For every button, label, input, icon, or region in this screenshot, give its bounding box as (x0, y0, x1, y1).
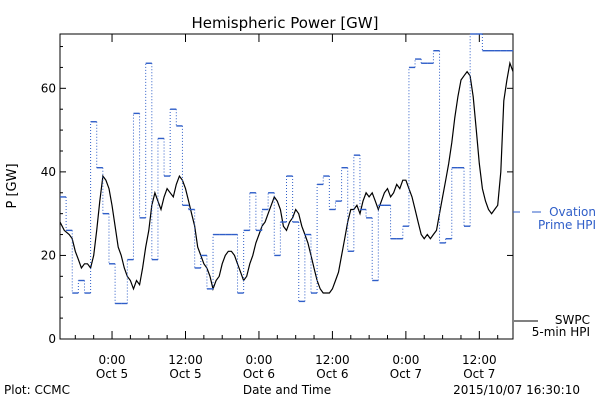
series-layer (59, 33, 514, 305)
y-tick-label: 20 (41, 248, 56, 262)
x-tick-date: Oct 5 (169, 367, 201, 381)
y-axis-label: P [GW] (5, 163, 20, 208)
y-tick-label: 0 (48, 332, 56, 346)
x-tick-time: 0:00 (392, 353, 419, 367)
legend-ovation-label: Ovation (549, 205, 596, 219)
x-tick-date: Oct 7 (390, 367, 422, 381)
x-tick-date: Oct 7 (463, 367, 495, 381)
y-axis-ticks: 0 20 40 60 (41, 46, 513, 346)
x-tick-time: 0:00 (245, 353, 272, 367)
y-tick-label: 40 (41, 165, 56, 179)
x-tick-date: Oct 6 (316, 367, 348, 381)
legend-swpc-label: 5-min HPI (532, 325, 590, 339)
y-tick-label: 60 (41, 81, 56, 95)
plot-credit: Plot: CCMC (4, 383, 70, 397)
swpc-hpi-line (59, 60, 514, 294)
legend-ovation-label: Prime HPI (538, 218, 596, 232)
x-tick-date: Oct 6 (243, 367, 275, 381)
x-tick-time: 12:00 (315, 353, 350, 367)
legend-swpc-label: SWPC (555, 313, 590, 327)
x-axis-label: Date and Time (243, 383, 331, 397)
x-tick-time: 12:00 (168, 353, 203, 367)
plot-frame (59, 33, 514, 340)
x-tick-date: Oct 5 (96, 367, 128, 381)
x-tick-time: 12:00 (462, 353, 497, 367)
timestamp: 2015/10/07 16:30:10 (453, 383, 580, 397)
chart-title: Hemispheric Power [GW] (192, 14, 379, 32)
x-tick-time: 0:00 (99, 353, 126, 367)
